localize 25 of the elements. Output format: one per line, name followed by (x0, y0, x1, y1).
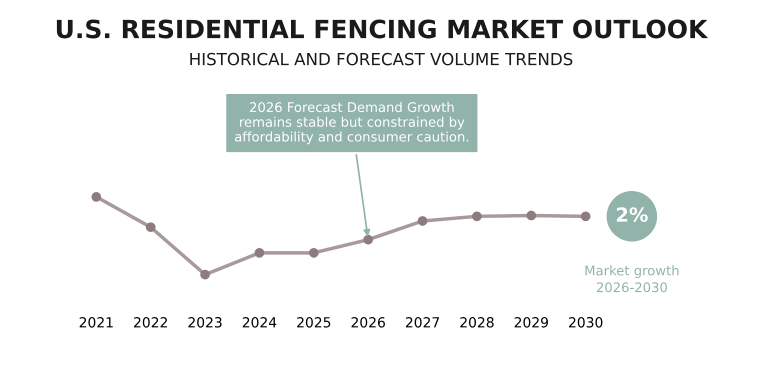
point (418, 216, 428, 226)
point (91, 192, 102, 202)
point (526, 210, 536, 220)
text: 2% (616, 207, 648, 222)
point (254, 248, 264, 258)
x-tick-label: 2025 (297, 317, 330, 328)
x-tick-label: 2028 (460, 317, 494, 328)
point (580, 211, 591, 222)
point (308, 248, 319, 258)
x-tick-label: 2021 (80, 317, 113, 328)
x-tick-label: 2027 (406, 317, 440, 328)
x-tick-label: 2022 (134, 317, 167, 328)
chart-title: U.S. RESIDENTIAL FENCING MARKET OUTLOOK (56, 20, 708, 38)
x-tick-label: 2024 (242, 317, 276, 328)
point (363, 234, 374, 244)
annotation: Market growth 2026-2030 (585, 265, 678, 292)
annotation: 2026 Forecast Demand Growth remains stable but constrained by affordability and consumer caution. (234, 102, 468, 144)
chart-subtitle: HISTORICAL AND FORECAST VOLUME TRENDS (190, 52, 572, 66)
x-tick-label: 2029 (514, 317, 548, 328)
point (200, 270, 210, 280)
x-tick-label: 2030 (569, 317, 602, 328)
x-tick-label: 2023 (188, 317, 222, 328)
x-tick-label: 2026 (352, 317, 385, 328)
point (472, 211, 482, 222)
point (146, 222, 156, 232)
